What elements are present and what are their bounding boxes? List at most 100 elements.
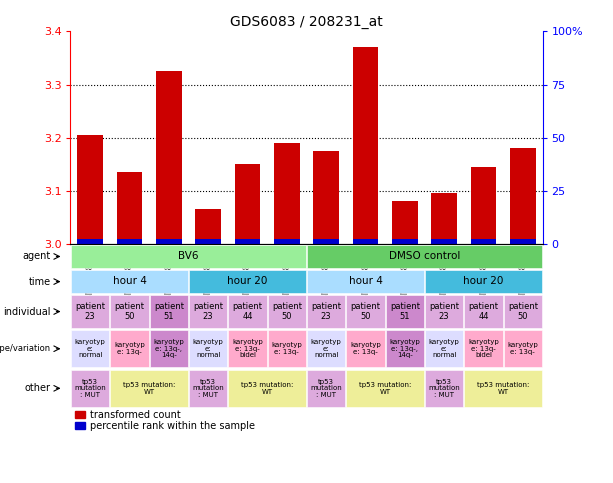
Text: karyotyp
e: 13q-: karyotyp e: 13q- [350, 342, 381, 355]
Bar [71, 369, 109, 407]
Bar [307, 295, 345, 328]
Text: patient
23: patient 23 [193, 302, 223, 321]
Text: karyotyp
e:
normal: karyotyp e: normal [429, 339, 460, 358]
Bar [150, 330, 188, 368]
Text: genotype/variation: genotype/variation [0, 344, 51, 353]
Bar [425, 270, 542, 293]
Text: tp53 mutation:
WT: tp53 mutation: WT [477, 382, 530, 395]
Text: karyotyp
e: 13q-: karyotyp e: 13q- [272, 342, 302, 355]
Text: karyotyp
e: 13q-
bidel: karyotyp e: 13q- bidel [232, 339, 263, 358]
Bar [313, 239, 339, 244]
Bar [464, 369, 542, 407]
Text: tp53
mutation
: MUT: tp53 mutation : MUT [192, 379, 224, 398]
Bar [75, 411, 85, 418]
Bar [75, 422, 85, 429]
Text: tp53 mutation:
WT: tp53 mutation: WT [241, 382, 294, 395]
Text: karyotyp
e: 13q-: karyotyp e: 13q- [508, 342, 538, 355]
Bar [110, 330, 149, 368]
Bar [196, 210, 221, 244]
Bar [307, 330, 345, 368]
Bar [274, 143, 300, 244]
Text: karyotyp
e:
normal: karyotyp e: normal [311, 339, 341, 358]
Bar [307, 245, 542, 268]
Bar [392, 239, 417, 244]
Text: patient
23: patient 23 [75, 302, 105, 321]
Text: hour 20: hour 20 [227, 276, 268, 286]
Bar [313, 151, 339, 244]
Bar [510, 148, 536, 244]
Text: karyotyp
e:
normal: karyotyp e: normal [75, 339, 105, 358]
Bar [77, 135, 103, 244]
Bar [352, 239, 378, 244]
Bar [110, 295, 149, 328]
Text: time: time [29, 277, 51, 286]
Bar [116, 172, 142, 244]
Text: patient
23: patient 23 [429, 302, 459, 321]
Bar [386, 330, 424, 368]
Bar [307, 270, 424, 293]
Bar [189, 330, 227, 368]
Bar [392, 201, 417, 244]
Bar [156, 239, 181, 244]
Bar [189, 369, 227, 407]
Text: percentile rank within the sample: percentile rank within the sample [90, 421, 256, 430]
Text: transformed count: transformed count [90, 410, 181, 420]
Text: patient
50: patient 50 [508, 302, 538, 321]
Text: karyotyp
e: 13q-,
14q-: karyotyp e: 13q-, 14q- [153, 339, 184, 358]
Bar [110, 369, 188, 407]
Text: hour 20: hour 20 [463, 276, 504, 286]
Bar [235, 239, 261, 244]
Text: patient
44: patient 44 [232, 302, 262, 321]
Title: GDS6083 / 208231_at: GDS6083 / 208231_at [230, 15, 383, 29]
Bar [71, 295, 109, 328]
Bar [464, 295, 503, 328]
Bar [71, 245, 306, 268]
Text: karyotyp
e: 13q-
bidel: karyotyp e: 13q- bidel [468, 339, 499, 358]
Bar [228, 369, 306, 407]
Bar [510, 239, 536, 244]
Bar [386, 295, 424, 328]
Bar [189, 270, 306, 293]
Bar [346, 330, 385, 368]
Bar [464, 330, 503, 368]
Bar [352, 47, 378, 244]
Bar [425, 295, 463, 328]
Text: tp53
mutation
: MUT: tp53 mutation : MUT [74, 379, 106, 398]
Text: individual: individual [3, 307, 51, 316]
Bar [504, 295, 542, 328]
Text: tp53
mutation
: MUT: tp53 mutation : MUT [310, 379, 342, 398]
Text: karyotyp
e: 13q-: karyotyp e: 13q- [114, 342, 145, 355]
Bar [71, 270, 188, 293]
Bar [77, 239, 103, 244]
Bar [150, 295, 188, 328]
Bar [504, 330, 542, 368]
Text: patient
50: patient 50 [272, 302, 302, 321]
Bar [268, 295, 306, 328]
Text: patient
51: patient 51 [390, 302, 420, 321]
Text: karyotyp
e:
normal: karyotyp e: normal [193, 339, 224, 358]
Text: patient
44: patient 44 [468, 302, 498, 321]
Bar [425, 369, 463, 407]
Bar [235, 164, 261, 244]
Bar [432, 239, 457, 244]
Bar [116, 239, 142, 244]
Bar [425, 330, 463, 368]
Bar [228, 295, 267, 328]
Text: BV6: BV6 [178, 251, 199, 261]
Text: tp53
mutation
: MUT: tp53 mutation : MUT [428, 379, 460, 398]
Text: DMSO control: DMSO control [389, 251, 460, 261]
Text: karyotyp
e: 13q-,
14q-: karyotyp e: 13q-, 14q- [389, 339, 420, 358]
Text: other: other [25, 384, 51, 393]
Bar [228, 330, 267, 368]
Text: patient
50: patient 50 [115, 302, 145, 321]
Bar [346, 295, 385, 328]
Bar [471, 239, 497, 244]
Text: patient
51: patient 51 [154, 302, 184, 321]
Bar [268, 330, 306, 368]
Bar [71, 330, 109, 368]
Bar [471, 167, 497, 244]
Bar [346, 369, 424, 407]
Bar [196, 239, 221, 244]
Bar [189, 295, 227, 328]
Text: hour 4: hour 4 [349, 276, 383, 286]
